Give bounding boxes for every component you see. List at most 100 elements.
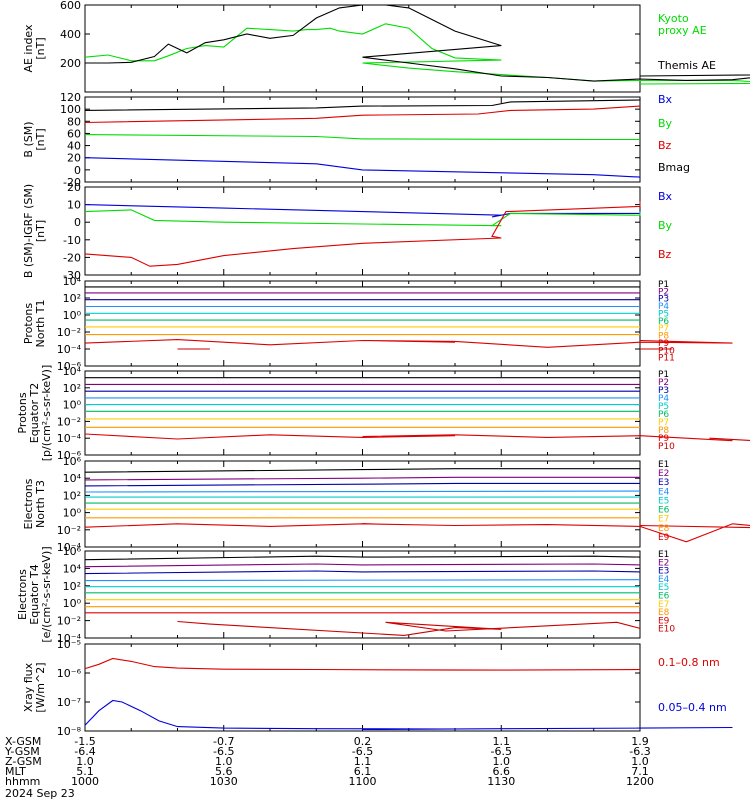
- x-row-value: -1.5: [74, 735, 95, 748]
- x-row-value: -6.5: [213, 745, 234, 758]
- y-axis-label: [p/(cm²-s-sr-keV)]: [40, 365, 53, 462]
- series-line-e1: [84, 468, 640, 473]
- x-row-value: -6.3: [629, 745, 650, 758]
- y-axis-label: North T3: [34, 480, 47, 528]
- legend-entry: P3: [658, 386, 669, 396]
- panel-frame: [84, 4, 641, 93]
- legend-entry: E4: [658, 487, 670, 497]
- legend-entry: P10: [658, 346, 675, 356]
- series-line-kyoto-proxy-ae: [84, 23, 750, 85]
- legend-entry: E9: [658, 616, 670, 626]
- legend-entry: P8: [658, 426, 669, 436]
- y-tick-label: 10²: [63, 489, 81, 502]
- y-tick-label: 10⁶: [63, 545, 82, 558]
- y-tick-label: 10⁻⁴: [57, 541, 82, 554]
- legend-entry: Bx: [658, 93, 673, 106]
- x-row-value: 1100: [349, 775, 377, 788]
- panel-5: 10⁻⁶ 10⁻⁴ 10⁻² 10⁰ 10² 10⁴ Protons Equator T2 [p…: [16, 365, 750, 462]
- y-tick-label: 10⁴: [63, 365, 82, 378]
- x-row-value: 1030: [210, 775, 238, 788]
- y-tick-label: 600: [60, 0, 81, 12]
- series-line-e2: [84, 476, 640, 481]
- legend-entry: P2: [658, 378, 669, 388]
- y-tick-label: 100: [60, 103, 81, 116]
- x-row-value: 1200: [626, 775, 654, 788]
- y-tick-label: 10: [67, 199, 81, 212]
- legend-entry: P9: [658, 434, 669, 444]
- series-line-e4: [84, 579, 641, 582]
- legend-entry: P5: [658, 309, 669, 319]
- series-line-by: [84, 209, 641, 227]
- legend-entry: E8: [658, 524, 670, 534]
- legend-entry: P5: [658, 402, 669, 412]
- legend-entry: E7: [658, 515, 669, 525]
- x-row-value: -6.4: [74, 745, 95, 758]
- series-line-p9: [84, 339, 733, 348]
- y-tick-label: 10⁻²: [57, 415, 81, 428]
- series-line-bx: [84, 157, 641, 178]
- y-tick-label: 80: [67, 115, 81, 128]
- y-tick-label: 10²: [63, 580, 81, 593]
- y-tick-label: 10⁻²: [57, 326, 81, 339]
- panel-3: -30 -20 -10 0 10 20 B (SM)-IGRF (SM) [nT] Bx By Bz: [22, 181, 673, 282]
- legend-entry: 0.1–0.8 nm: [658, 656, 720, 669]
- series-line-bz: [84, 201, 641, 267]
- y-axis-label: [e/(cm²-s-sr-keV)]: [40, 546, 53, 642]
- y-axis-label: Equator T4: [28, 564, 41, 624]
- y-axis-label: Electrons: [16, 569, 29, 620]
- series-line-e1: [84, 555, 641, 561]
- y-tick-label: -10: [63, 234, 81, 247]
- y-axis-label: B (SM)-IGRF (SM): [22, 184, 35, 278]
- y-axis-label: Equator T2: [28, 383, 41, 443]
- x-row-value: 1.1: [493, 735, 511, 748]
- panel-frame: [84, 280, 641, 367]
- x-row-value: 1.0: [631, 755, 649, 768]
- y-tick-label: 10⁻⁶: [57, 667, 82, 680]
- legend-entry: P8: [658, 332, 669, 342]
- y-tick-label: 10⁻⁵: [57, 638, 81, 651]
- y-tick-label: 120: [60, 91, 81, 104]
- y-tick-label: -20: [63, 176, 81, 189]
- legend-entry: E5: [658, 583, 669, 593]
- legend-entry: E8: [658, 608, 670, 618]
- y-tick-label: 60: [67, 127, 81, 140]
- y-axis-label: Electrons: [22, 478, 35, 529]
- x-row-label: MLT: [5, 765, 26, 778]
- y-tick-label: 10²: [63, 292, 81, 305]
- series-line-themis-ae: [85, 4, 750, 82]
- panel-frame: [84, 370, 641, 456]
- x-row-value: 0.2: [354, 735, 372, 748]
- y-tick-label: 10⁻⁷: [57, 696, 81, 709]
- y-tick-label: 10⁻⁴: [57, 432, 82, 445]
- date-label: 2024 Sep 23: [5, 787, 75, 800]
- x-row-value: 1.0: [76, 755, 94, 768]
- y-tick-label: 10⁻²: [57, 615, 81, 628]
- y-axis-label: B (SM): [22, 121, 35, 157]
- legend-entry: P3: [658, 295, 669, 305]
- x-row-value: -6.5: [491, 745, 512, 758]
- y-tick-label: 40: [67, 140, 81, 153]
- panel-8: 10⁻⁸ 10⁻⁷ 10⁻⁶ 10⁻⁵ Xray flux [W/m^2] 0.1–0.8 …: [22, 638, 733, 738]
- y-tick-label: 10⁻⁶: [57, 360, 82, 373]
- legend-entry: P6: [658, 410, 669, 420]
- y-tick-label: 0: [74, 216, 81, 229]
- y-axis-label: Protons: [16, 392, 29, 433]
- legend-entry: P7: [658, 324, 669, 334]
- x-row-label: X-GSM: [5, 735, 41, 748]
- legend-entry: E9: [658, 533, 670, 543]
- legend-entry: P6: [658, 317, 669, 327]
- y-tick-label: 400: [60, 28, 81, 41]
- legend-entry: E2: [658, 469, 669, 479]
- x-row-value: 1.0: [215, 755, 233, 768]
- y-tick-label: 10⁻²: [57, 524, 81, 537]
- series-line-by: [84, 134, 640, 141]
- panel-4: 10⁻⁶ 10⁻⁴ 10⁻² 10⁰ 10² 10⁴ Protons North T1 P1P2…: [22, 275, 733, 373]
- series-line-e3: [84, 482, 640, 487]
- y-tick-label: -30: [63, 269, 81, 282]
- x-row-value: 1000: [71, 775, 99, 788]
- y-axis-label: [nT]: [34, 37, 47, 59]
- legend-entry: P10: [658, 442, 675, 452]
- panel-7: 10⁻⁴ 10⁻² 10⁰ 10² 10⁴ 10⁶ Electrons Equator T4[…: [16, 545, 675, 645]
- legend-entry: P11: [658, 354, 675, 364]
